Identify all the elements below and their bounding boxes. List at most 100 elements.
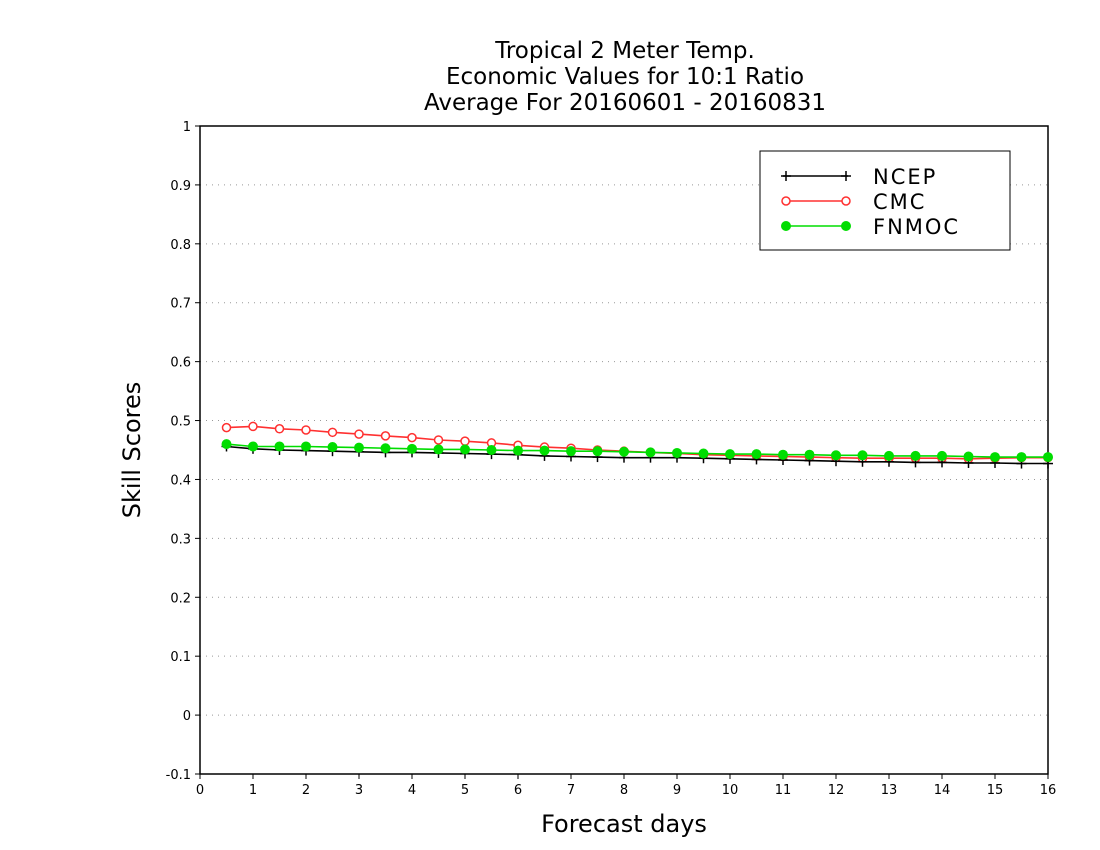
title-line-3: Average For 20160601 - 20160831 [424,90,826,116]
open-circle-marker [301,425,311,435]
x-tick-label: 7 [567,783,575,798]
open-circle-marker [460,436,470,446]
filled-circle-marker [804,449,815,460]
axis-ticks: -0.100.10.20.30.40.50.60.70.80.910 1 2 3 4 5 6… [166,120,1057,798]
x-tick-label: 1 [249,783,257,798]
x-tick-label: 12 [828,783,845,798]
filled-circle-marker [566,446,576,457]
filled-circle-marker [486,445,497,455]
y-tick-label: 0.1 [170,650,191,665]
filled-circle-marker [963,451,974,462]
filled-circle-marker [221,439,232,450]
open-circle-marker [380,431,391,441]
x-axis-label: Forecast days [541,810,707,838]
y-tick-label: 0.3 [170,532,191,547]
filled-circle-marker [831,450,841,461]
y-tick-label: -0.1 [166,768,191,783]
filled-circle-marker [672,447,682,458]
series-fnmoc [221,439,1053,463]
filled-circle-marker [910,450,921,461]
x-tick-label: 4 [408,783,416,798]
x-tick-label: 15 [987,783,1004,798]
open-circle-marker [841,196,851,206]
series-line-fnmoc [226,443,1048,458]
filled-circle-marker [407,443,417,454]
filled-circle-marker [460,444,470,455]
chart-title: Tropical 2 Meter Temp. Economic Values f… [424,38,826,116]
x-tick-label: 2 [302,783,310,798]
open-circle-marker [327,427,338,438]
x-tick-label: 14 [934,783,951,798]
y-tick-label: 0 [183,709,191,724]
filled-circle-marker [354,442,364,453]
x-tick-label: 13 [881,783,898,798]
y-tick-label: 0.9 [170,179,191,194]
x-tick-label: 3 [355,783,363,798]
open-circle-marker [407,432,417,443]
filled-circle-marker [592,446,603,457]
filled-circle-marker [857,450,868,461]
filled-circle-marker [274,441,285,452]
filled-circle-marker [698,448,709,459]
y-tick-label: 0.4 [170,473,191,488]
series-ncep [221,441,1053,469]
x-tick-label: 6 [514,783,522,798]
filled-circle-marker [751,449,762,460]
y-tick-label: 0.2 [170,591,191,606]
y-tick-label: 1 [183,120,191,135]
open-circle-marker [354,429,364,439]
filled-circle-marker [433,444,444,455]
y-tick-label: 0.7 [170,297,191,312]
x-tick-label: 16 [1040,783,1057,798]
filled-circle-marker [248,441,258,452]
legend-item-ncep: NCEP [781,165,937,189]
filled-circle-marker [937,450,947,461]
filled-circle-marker [539,445,550,456]
filled-circle-marker [513,445,523,456]
series-line-cmc [226,425,1048,460]
filled-circle-marker [884,450,894,461]
filled-circle-marker [1043,452,1053,463]
filled-circle-marker [778,449,788,460]
open-circle-marker [221,422,232,433]
series-group [221,421,1053,469]
title-line-1: Tropical 2 Meter Temp. [494,38,755,64]
x-tick-label: 0 [196,783,204,798]
legend-label: FNMOC [873,215,960,239]
legend-label: NCEP [873,165,937,189]
filled-circle-marker [301,441,311,452]
x-tick-label: 11 [775,783,792,798]
series-cmc [221,421,1053,464]
legend-label: CMC [873,190,926,214]
filled-circle-marker [380,443,391,454]
filled-circle-marker [645,447,656,458]
x-tick-label: 9 [673,783,681,798]
filled-circle-marker [1016,452,1027,463]
open-circle-marker [781,196,791,206]
filled-circle-marker [841,221,851,231]
legend-item-cmc: CMC [781,190,926,214]
plus-marker [781,171,791,181]
y-tick-label: 0.6 [170,356,191,371]
open-circle-marker [433,435,444,445]
x-tick-label: 10 [722,783,739,798]
plus-marker [841,171,851,181]
x-tick-label: 5 [461,783,469,798]
filled-circle-marker [619,446,629,457]
filled-circle-marker [327,442,338,453]
open-circle-marker [274,424,285,434]
y-axis-label: Skill Scores [118,382,146,519]
y-tick-label: 0.5 [170,415,191,430]
filled-circle-marker [725,449,735,460]
x-tick-label: 8 [620,783,628,798]
filled-circle-marker [781,221,791,231]
filled-circle-marker [990,452,1000,463]
series-line-ncep [226,445,1048,465]
legend-item-fnmoc: FNMOC [781,215,960,239]
y-tick-label: 0.8 [170,238,191,253]
open-circle-marker [248,421,258,432]
title-line-2: Economic Values for 10:1 Ratio [446,64,804,90]
